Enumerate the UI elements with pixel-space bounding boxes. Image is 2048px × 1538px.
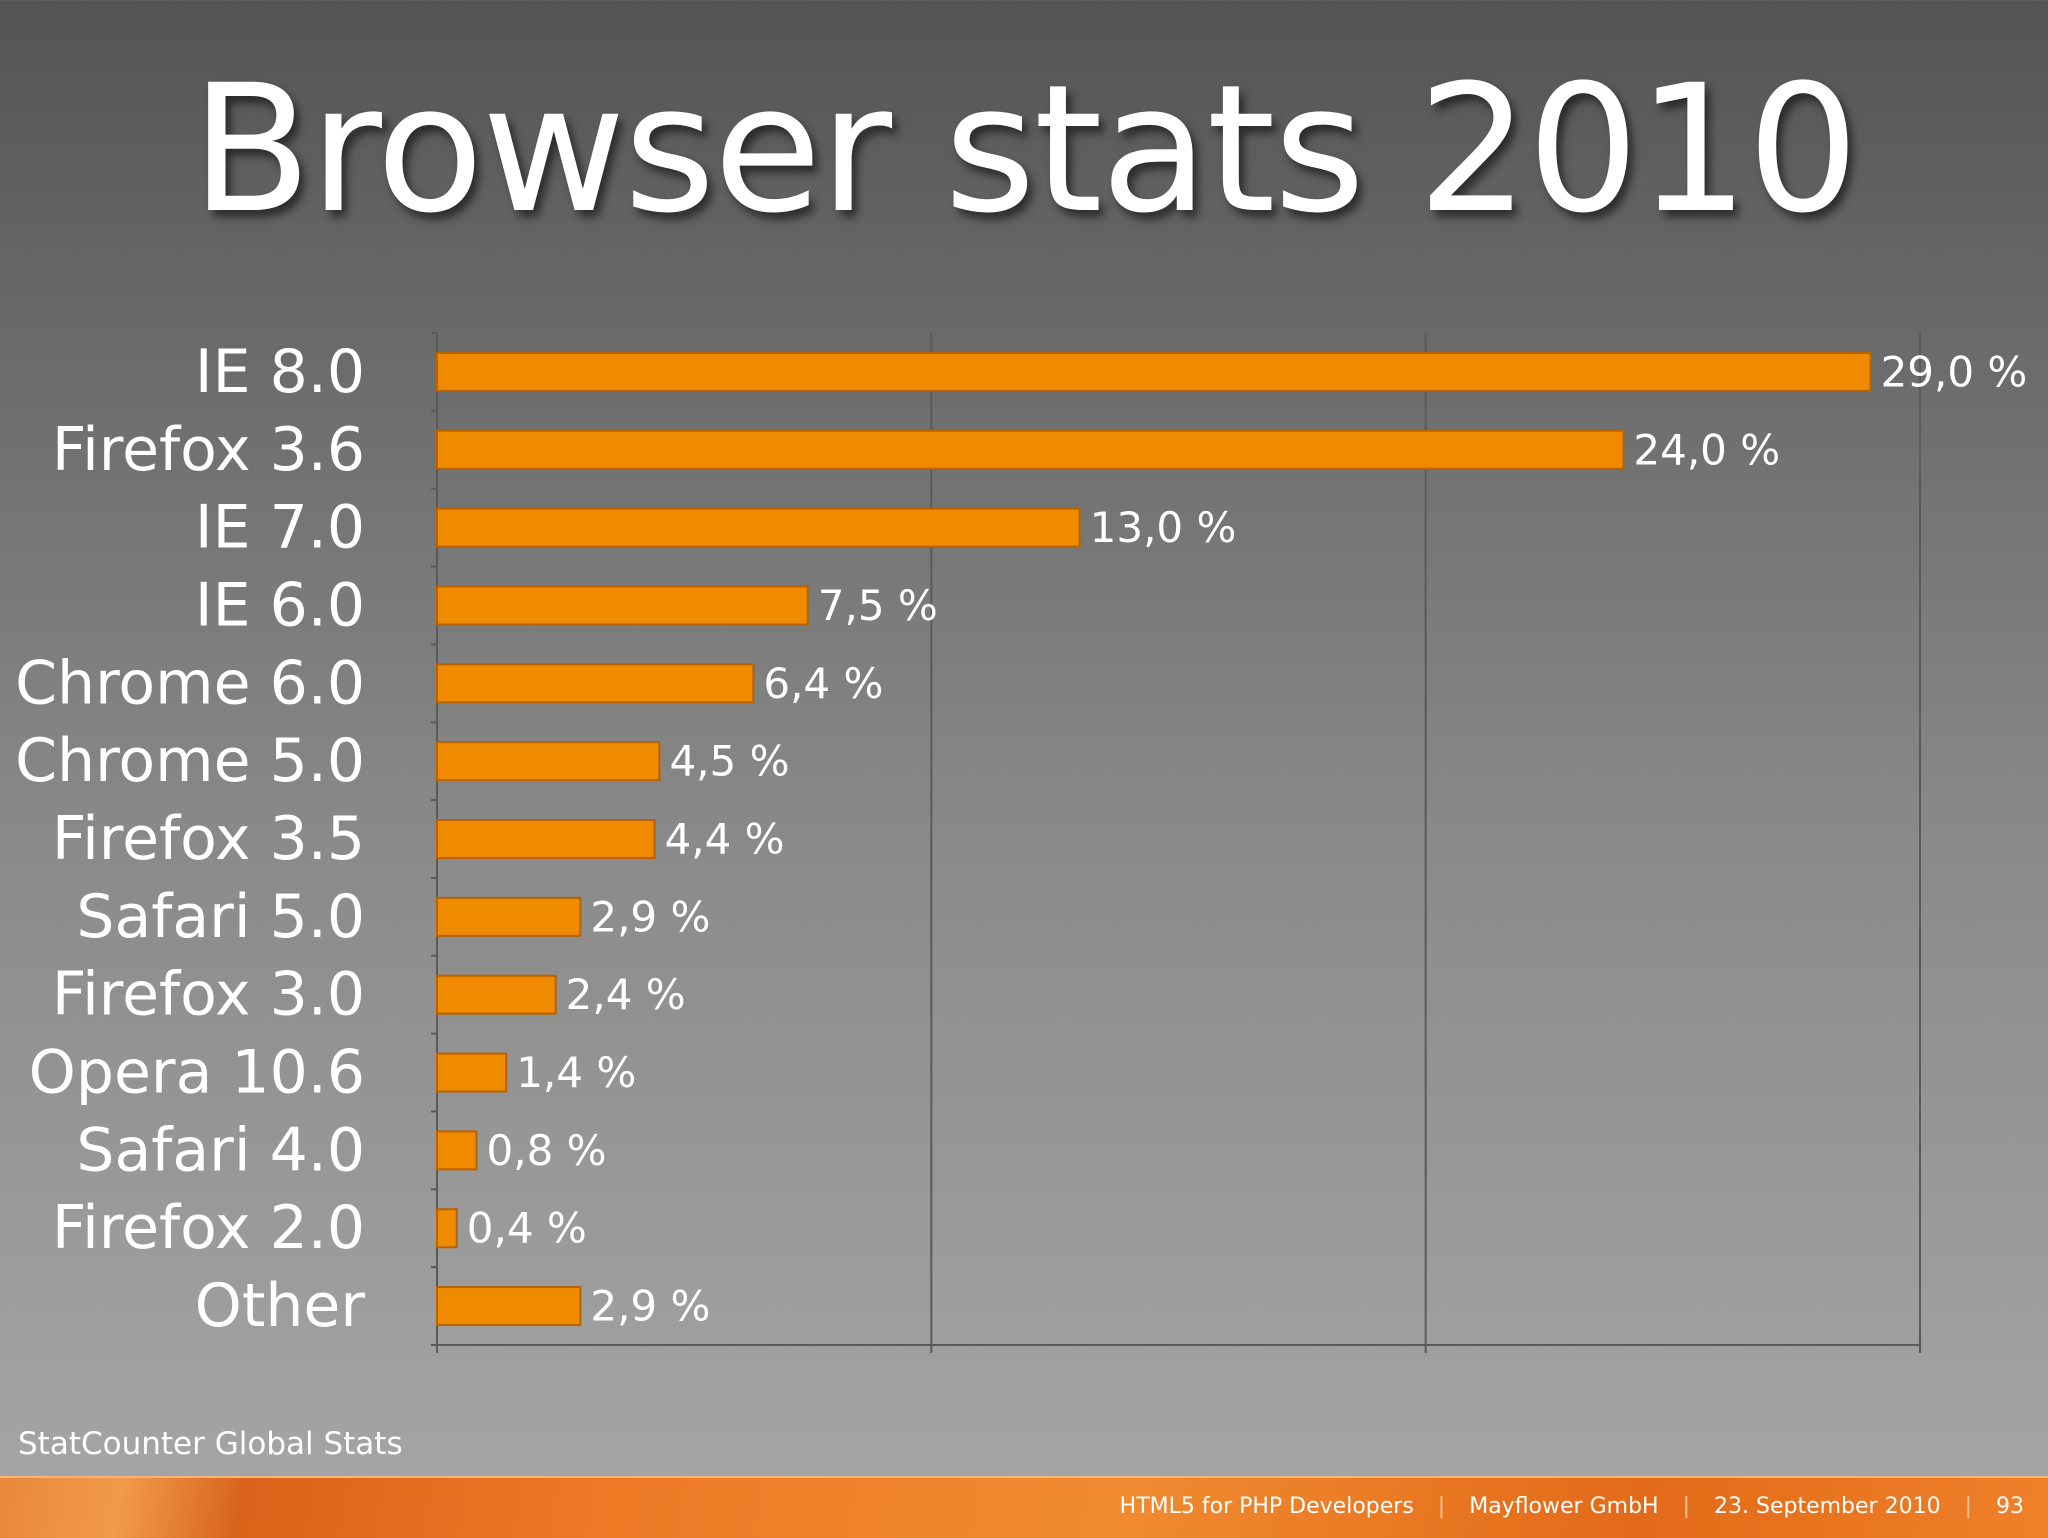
category-label: Other <box>195 1271 366 1341</box>
category-label: IE 8.0 <box>195 337 365 407</box>
footer-separator: | <box>1437 1494 1446 1519</box>
category-label: Opera 10.6 <box>29 1038 365 1108</box>
footer-separator: | <box>1964 1494 1972 1519</box>
bar <box>436 351 1872 392</box>
category-label: Chrome 6.0 <box>15 648 365 718</box>
data-label: 6,4 % <box>763 659 883 708</box>
footer-talk-title: HTML5 for PHP Developers <box>1119 1494 1414 1519</box>
data-label: 2,4 % <box>566 970 686 1019</box>
data-label: 7,5 % <box>818 581 938 630</box>
slide-title: Browser stats 2010 <box>190 47 1859 252</box>
chart-bars <box>436 351 1872 1327</box>
footer-date: 23. September 2010 <box>1714 1494 1941 1519</box>
data-label: 0,8 % <box>487 1126 607 1175</box>
bar <box>436 1052 508 1093</box>
bar <box>436 1208 458 1249</box>
data-label: 2,9 % <box>590 1282 710 1331</box>
bar <box>436 741 661 782</box>
data-label: 4,4 % <box>665 815 785 864</box>
bar <box>436 896 582 937</box>
value-labels: 29,0 % 24,0 % 13,0 % 7,5 % 6,4 % 4,5 % 4,4 % 2,… <box>467 347 2028 1330</box>
category-label: Safari 5.0 <box>76 882 365 952</box>
bar <box>436 429 1625 470</box>
data-label: 29,0 % <box>1881 347 2028 396</box>
data-label: 1,4 % <box>516 1048 636 1097</box>
footer-text: HTML5 for PHP Developers | Mayflower GmbH |… <box>1120 1490 2024 1524</box>
bar <box>436 585 809 626</box>
data-label: 13,0 % <box>1090 503 1237 552</box>
bar <box>436 1130 478 1171</box>
bar <box>436 974 557 1015</box>
data-label: 0,4 % <box>467 1204 587 1253</box>
source-note: StatCounter Global Stats <box>18 1426 403 1462</box>
bar <box>436 507 1081 548</box>
category-label: IE 6.0 <box>195 570 365 640</box>
category-labels: IE 8.0 Firefox 3.6 IE 7.0IE 6.0 Chrome 6.0 C… <box>15 337 365 1341</box>
data-label: 4,5 % <box>669 737 789 786</box>
bar-chart: IE 8.0 Firefox 3.6 IE 7.0IE 6.0 Chrome 6.0 C… <box>15 332 2028 1353</box>
category-label: Safari 4.0 <box>76 1115 365 1185</box>
bar <box>436 819 656 859</box>
footer-separator: | <box>1682 1494 1690 1519</box>
category-label: IE 7.0 <box>195 493 365 563</box>
category-label: Firefox 2.0 <box>52 1193 365 1263</box>
footer-band: HTML5 for PHP Developers | Mayflower GmbH |… <box>0 1476 2048 1538</box>
category-label: Chrome 5.0 <box>15 726 365 796</box>
bar <box>436 663 755 704</box>
chart-grid <box>431 332 1921 1353</box>
footer-page-number: 93 <box>1996 1494 2024 1519</box>
footer-company: Mayflower GmbH <box>1469 1494 1659 1519</box>
category-label: Firefox 3.0 <box>52 960 365 1030</box>
data-label: 2,9 % <box>590 892 710 941</box>
category-label: Firefox 3.6 <box>52 415 365 485</box>
data-label: 24,0 % <box>1633 425 1780 474</box>
bar <box>436 1286 582 1327</box>
category-label: Firefox 3.5 <box>52 804 365 874</box>
